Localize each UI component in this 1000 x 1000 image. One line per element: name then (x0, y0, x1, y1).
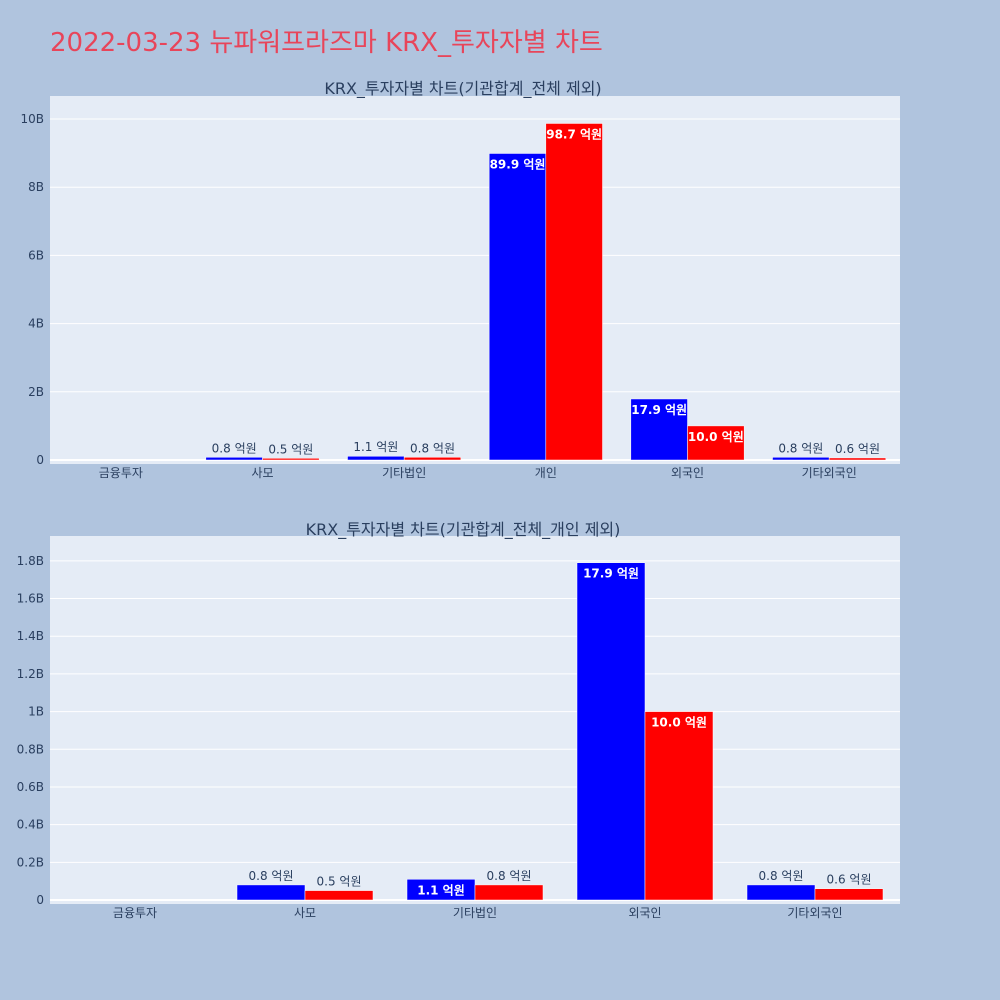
bar (814, 888, 884, 901)
y-tick-label: 0.2B (17, 855, 44, 869)
y-tick-label: 10B (20, 112, 44, 126)
bar (576, 562, 646, 901)
chart-subtitle: KRX_투자자별 차트(기관합계_전체 제외) (324, 79, 601, 99)
data-label: 0.6 억원 (835, 442, 880, 456)
y-tick-label: 1.6B (17, 592, 44, 606)
bar (545, 123, 603, 461)
bar (687, 425, 745, 461)
chart-1: 0 2B 4B 6B 8B 10B KRX_투자자별 차트(기관합계_전체 제외) 금융투자 사… (20, 79, 900, 480)
y-tick-label: 0 (36, 453, 44, 467)
x-tick-label: 금융투자 (113, 906, 157, 920)
data-label: 10.0 억원 (651, 716, 707, 730)
y-tick-label: 0.6B (17, 780, 44, 794)
bar (205, 457, 263, 461)
data-label: 0.6 억원 (827, 873, 872, 887)
data-label: 0.8 억원 (410, 441, 455, 455)
data-label: 0.8 억원 (778, 441, 823, 455)
y-tick-label: 6B (28, 248, 44, 262)
data-label: 0.5 억원 (268, 442, 313, 456)
x-tick-label: 금융투자 (99, 466, 143, 480)
data-label: 0.8 억원 (487, 869, 532, 883)
data-label: 17.9 억원 (631, 403, 687, 417)
x-tick-label: 기타외국인 (802, 466, 857, 480)
bar (236, 884, 306, 901)
bar (347, 455, 405, 461)
bar (474, 884, 544, 901)
chart-subtitle: KRX_투자자별 차트(기관합계_전체_개인 제외) (306, 520, 621, 540)
data-label: 1.1 억원 (417, 883, 465, 897)
x-tick-label: 기타외국인 (787, 906, 842, 920)
data-label: 0.5 억원 (317, 875, 362, 889)
bar (746, 884, 816, 901)
plot-area (50, 96, 900, 464)
y-tick-label: 8B (28, 180, 44, 194)
bar (488, 153, 547, 461)
y-tick-label: 2B (28, 385, 44, 399)
data-label: 1.1 억원 (353, 440, 398, 454)
chart-2: 0 0.2B 0.4B 0.6B 0.8B 1B 1.2B 1.4B 1.6B 1.8B KRX_투… (17, 520, 900, 920)
bar (262, 458, 320, 461)
x-tick-label: 개인 (535, 466, 557, 480)
data-label: 89.9 억원 (490, 157, 546, 171)
x-tick-label: 기타법인 (382, 466, 426, 480)
data-label: 0.8 억원 (249, 869, 294, 883)
y-tick-label: 4B (28, 317, 44, 331)
y-tick-label: 0.4B (17, 818, 44, 832)
y-tick-label: 1.2B (17, 667, 44, 681)
data-label: 0.8 억원 (759, 869, 804, 883)
bar (772, 457, 830, 461)
y-tick-label: 1.8B (17, 554, 44, 568)
x-tick-label: 사모 (251, 466, 273, 480)
x-tick-label: 외국인 (628, 906, 661, 920)
bar (828, 457, 887, 461)
bar (644, 711, 714, 901)
data-label: 10.0 억원 (688, 430, 744, 444)
x-tick-label: 기타법인 (453, 906, 497, 920)
y-tick-label: 1B (28, 705, 44, 719)
y-tick-label: 0.8B (17, 742, 44, 756)
bar (403, 457, 462, 461)
data-label: 0.8 억원 (212, 441, 257, 455)
plot-area (50, 536, 900, 904)
y-tick-label: 1.4B (17, 629, 44, 643)
page-title: 2022-03-23 뉴파워프라즈마 KRX_투자자별 차트 (50, 28, 603, 58)
data-label: 98.7 억원 (546, 127, 602, 141)
x-tick-label: 외국인 (671, 466, 704, 480)
data-label: 17.9 억원 (583, 567, 639, 581)
y-tick-label: 0 (36, 893, 44, 907)
x-tick-label: 사모 (294, 906, 316, 920)
bar (304, 890, 374, 901)
